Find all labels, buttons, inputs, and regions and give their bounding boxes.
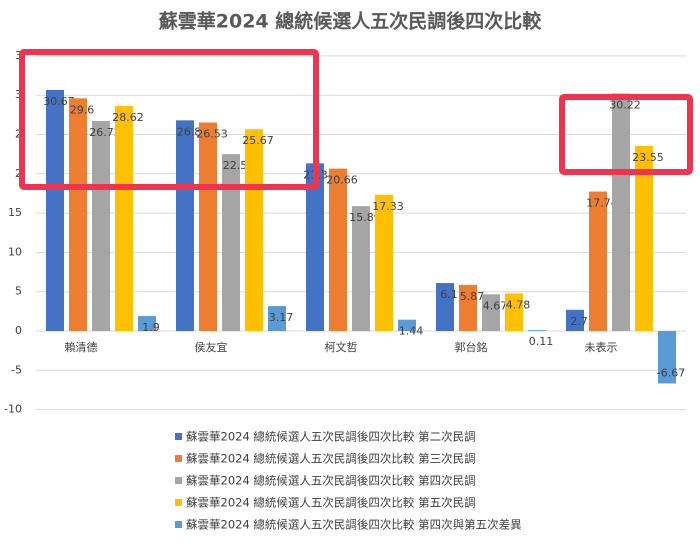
bar	[612, 93, 630, 332]
y-tick-label: 15	[8, 206, 22, 219]
x-tick-label: 賴清德	[65, 340, 98, 354]
bar	[635, 145, 653, 331]
highlight-box	[19, 49, 319, 190]
y-tick-label: 0	[15, 324, 22, 337]
x-tick-label: 侯友宜	[195, 340, 228, 354]
bar	[528, 330, 546, 331]
y-tick-label: 2	[15, 128, 22, 141]
data-label: 1.44	[399, 325, 424, 338]
bar	[138, 316, 156, 331]
data-label: 25.67	[242, 134, 274, 147]
data-label: 22.5	[223, 159, 248, 172]
data-label: 17.33	[372, 200, 404, 213]
data-label: 26.8	[177, 125, 202, 138]
data-label: 29.6	[70, 103, 95, 116]
data-label: 3.17	[269, 311, 294, 324]
data-label: 17.74	[586, 197, 618, 210]
data-label: 28.62	[112, 111, 144, 124]
bar	[329, 168, 347, 331]
data-label: 20.66	[326, 174, 358, 187]
data-label: -6.67	[657, 366, 685, 379]
bar	[199, 122, 217, 331]
highlight-box	[559, 94, 693, 175]
bar	[176, 120, 194, 332]
bar	[268, 306, 286, 331]
bar	[658, 331, 676, 384]
data-label: 26.72	[89, 126, 121, 139]
y-tick-label: 3	[15, 88, 22, 101]
data-label: 30.67	[43, 95, 75, 108]
bar	[245, 129, 263, 331]
bar	[306, 163, 324, 331]
data-label: 23.55	[632, 151, 664, 164]
bar	[69, 98, 87, 332]
bar	[505, 293, 523, 331]
legend-label: 蘇雲華2024 總統候選人五次民調後四次比較 第三次民調	[186, 452, 476, 466]
y-tick-label: 3	[15, 49, 22, 62]
data-label: 0.11	[529, 335, 554, 348]
legend-swatch	[175, 499, 182, 506]
bar	[566, 309, 584, 331]
legend-swatch	[175, 455, 182, 462]
bar	[482, 294, 500, 331]
bar	[115, 106, 133, 331]
bar	[459, 284, 477, 331]
y-tick-label: -10	[4, 403, 22, 416]
legend-label: 蘇雲華2024 總統候選人五次民調後四次比較 第四次與第五次差異	[186, 518, 522, 532]
bar	[222, 154, 240, 331]
y-tick-label: -5	[11, 363, 22, 376]
legend-swatch	[175, 477, 182, 484]
bar	[375, 194, 393, 331]
chart-title: 蘇雲華2024 總統候選人五次民調後四次比較	[158, 10, 542, 33]
legend-label: 蘇雲華2024 總統候選人五次民調後四次比較 第五次民調	[186, 496, 476, 510]
bar	[398, 319, 416, 331]
y-tick-label: 2	[15, 167, 22, 180]
bar	[589, 191, 607, 331]
data-label: 26.53	[196, 127, 228, 140]
bar	[46, 89, 64, 331]
data-label: 4.78	[506, 298, 531, 311]
legend-label: 蘇雲華2024 總統候選人五次民調後四次比較 第二次民調	[186, 430, 476, 444]
x-tick-label: 柯文哲	[325, 340, 358, 354]
data-label: 2.7	[570, 315, 588, 328]
legend-swatch	[175, 433, 182, 440]
y-tick-label: 10	[8, 245, 22, 258]
x-tick-label: 未表示	[585, 340, 618, 354]
bar	[352, 206, 370, 331]
bar	[92, 120, 110, 331]
y-tick-label: 5	[15, 285, 22, 298]
data-label: 5.87	[460, 290, 485, 303]
legend-swatch	[175, 521, 182, 528]
bar	[436, 283, 454, 331]
data-label: 6.1	[440, 288, 458, 301]
data-label: 30.22	[609, 98, 641, 111]
data-label: 4.67	[483, 299, 508, 312]
data-label: 15.89	[349, 211, 381, 224]
data-label: 1.9	[142, 321, 160, 334]
legend-label: 蘇雲華2024 總統候選人五次民調後四次比較 第四次民調	[186, 474, 476, 488]
x-tick-label: 郭台銘	[455, 340, 488, 354]
